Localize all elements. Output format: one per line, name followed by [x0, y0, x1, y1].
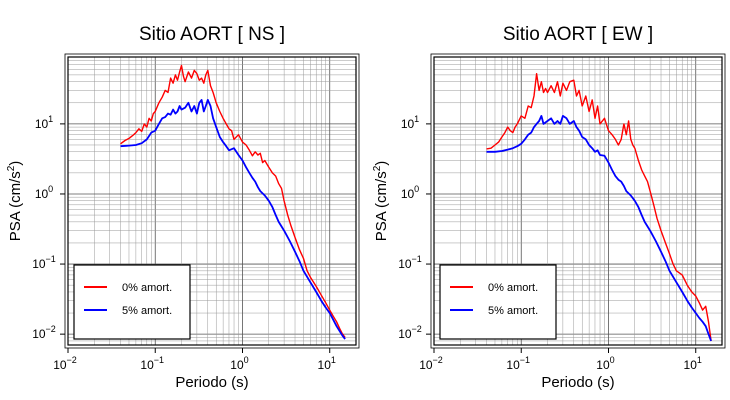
legend: 0% amort. 5% amort.: [73, 264, 191, 340]
y-tick-label: 100: [35, 184, 53, 201]
x-axis-label: Periodo (s): [175, 374, 248, 391]
y-tick-label: 10−2: [32, 324, 56, 341]
y-tick-label: 10−1: [398, 254, 422, 271]
series-line-amort-0: [486, 72, 712, 341]
plot-frame-outer: [64, 53, 360, 349]
chart-title: Sitio AORT [ EW ]: [503, 24, 653, 45]
y-axis-label: PSA (cm/s2): [6, 161, 24, 242]
chart-panel-ns: 10−2 10−1 100 101 10−2 10−1 100 101 Sitio AORT […: [6, 24, 360, 391]
series-line-amort-0: [120, 64, 346, 338]
y-tick-label: 100: [401, 184, 419, 201]
x-tick-label: 101: [684, 355, 702, 372]
y-tick-label: 101: [401, 114, 419, 131]
legend: 0% amort. 5% amort.: [439, 264, 557, 340]
legend-box: [73, 264, 191, 340]
x-tick-label: 10−1: [506, 355, 530, 372]
y-tick-label: 10−1: [32, 254, 56, 271]
plot-frame: [433, 56, 723, 346]
y-tick-label: 10−2: [398, 324, 422, 341]
legend-entry: 5% amort.: [488, 305, 538, 317]
x-tick-label: 100: [596, 355, 614, 372]
series-line-amort-5: [120, 99, 346, 340]
legend-entry: 0% amort.: [122, 282, 172, 294]
legend-entry: 5% amort.: [122, 305, 172, 317]
x-tick-label: 10−2: [53, 355, 77, 372]
plot-frame: [67, 56, 357, 346]
plot-frame-outer: [430, 53, 726, 349]
y-axis-label: PSA (cm/s2): [372, 161, 390, 242]
chart-panel-ew: 10−2 10−1 100 101 10−2 10−1 100 101 Sitio AORT […: [372, 24, 726, 391]
series-line-amort-5: [486, 115, 712, 342]
legend-box: [439, 264, 557, 340]
x-tick-label: 10−2: [419, 355, 443, 372]
chart-title: Sitio AORT [ NS ]: [139, 24, 285, 45]
x-tick-label: 101: [318, 355, 336, 372]
x-tick-label: 10−1: [140, 355, 164, 372]
x-axis-label: Periodo (s): [541, 374, 614, 391]
x-tick-label: 100: [230, 355, 248, 372]
y-tick-label: 101: [35, 114, 53, 131]
legend-entry: 0% amort.: [488, 282, 538, 294]
